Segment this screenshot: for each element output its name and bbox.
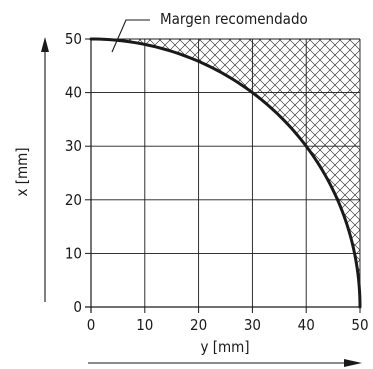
x-tick-label: 50 xyxy=(351,316,368,334)
hatched-margin-area xyxy=(91,39,360,307)
x-tick-label: 40 xyxy=(298,316,315,334)
curve-line xyxy=(89,37,362,309)
y-tick-label: 40 xyxy=(65,84,82,102)
grid xyxy=(85,38,361,313)
y-tick-label: 30 xyxy=(65,137,82,155)
y-tick-label: 10 xyxy=(65,244,82,262)
y-tick-label: 0 xyxy=(73,298,82,316)
x-tick-label: 20 xyxy=(190,316,207,334)
curve xyxy=(89,37,362,309)
tick-labels: 0 10 20 30 40 50 0 10 20 30 40 50 xyxy=(65,30,369,334)
y-axis-label: x [mm] xyxy=(13,147,31,196)
x-tick-label: 0 xyxy=(87,316,96,334)
annotation-leader xyxy=(111,19,150,53)
x-tick-label: 10 xyxy=(136,316,153,334)
y-tick-label: 50 xyxy=(65,30,82,48)
x-direction-arrow xyxy=(88,359,362,367)
annotation-label: Margen recomendado xyxy=(160,10,308,28)
y-direction-arrow xyxy=(41,37,49,302)
y-tick-label: 20 xyxy=(65,191,82,209)
x-tick-label: 30 xyxy=(244,316,261,334)
recommended-margin-region xyxy=(91,39,360,307)
x-axis-label: y [mm] xyxy=(200,338,249,356)
